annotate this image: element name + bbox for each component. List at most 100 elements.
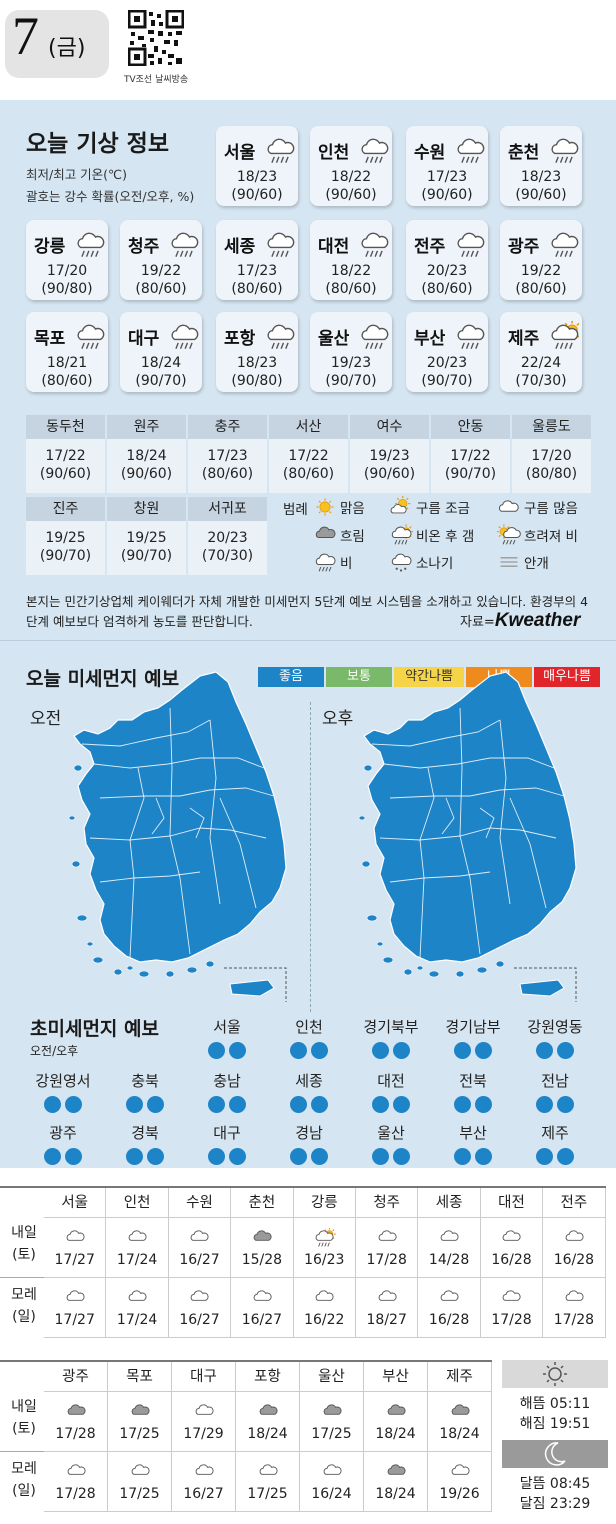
island: [86, 941, 94, 947]
city-temp: 18/23: [236, 169, 278, 185]
rain-icon-svg: [267, 138, 295, 163]
rain-icon: [549, 229, 579, 257]
moonset-time: 달짐 23:29: [519, 1496, 591, 1512]
cloudy-icon-svg: [378, 1290, 397, 1301]
island: [428, 970, 440, 978]
city-card: 대구 18/24 (90/70): [120, 312, 202, 392]
legend-item: 안개: [497, 551, 549, 573]
small-table-value: 19/25 (90/70): [26, 521, 107, 575]
ultrafine-level-dots: [114, 1096, 176, 1113]
small-table-city: 원주: [107, 415, 188, 439]
city-card: 대전 18/22 (80/60): [310, 220, 392, 300]
forecast-city: 수원: [168, 1188, 232, 1218]
small-table-value: 19/23 (90/60): [350, 439, 431, 493]
clear-after-rain-icon: [391, 524, 413, 545]
city-temp: 18/22: [330, 263, 372, 279]
ultrafine-subtitle: 오전/오후: [30, 1044, 79, 1058]
row-label-day: 내일: [11, 1225, 37, 1241]
forecast-cell: 18/24: [364, 1392, 428, 1452]
province-border: [441, 797, 455, 835]
city-card: 포항 18/23 (90/80): [216, 312, 298, 392]
city-card: 부산 20/23 (90/70): [406, 312, 488, 392]
ultrafine-level-dots: [196, 1096, 258, 1113]
province-border: [169, 707, 191, 955]
forecast-temp: 16/27: [179, 1312, 220, 1328]
forecast-temp: 16/27: [241, 1312, 283, 1328]
source-credit: 자료=Kweather: [460, 610, 580, 632]
island: [113, 968, 123, 976]
am-level-dot: [208, 1148, 225, 1165]
ultrafine-region: 대전: [360, 1072, 422, 1113]
overcast-icon: [384, 1462, 408, 1482]
rain-icon: [359, 229, 389, 257]
row-label-weekday: (토): [12, 1421, 36, 1437]
temp-note: 최저/최고 기온(℃): [26, 167, 127, 182]
small-table-prob: (70/30): [201, 548, 254, 564]
jeju-inset-frame: [514, 967, 577, 1002]
forecast-cell: 16/28: [418, 1278, 481, 1338]
city-name: 울산: [318, 329, 350, 349]
city-name: 전주: [414, 237, 446, 257]
cloudy-icon: [499, 1288, 523, 1308]
city-card: 서울 18/23 (90/60): [216, 126, 298, 206]
city-name: 인천: [318, 143, 350, 163]
forecast-temp: 17/28: [55, 1426, 96, 1442]
ultrafine-region-name: 충남: [213, 1072, 241, 1090]
legend-label: 비: [340, 556, 353, 572]
small-table-city: 창원: [107, 497, 188, 521]
am-level-dot: [208, 1096, 225, 1113]
ultrafine-region: 대구: [196, 1124, 258, 1165]
cloudy-icon-svg: [503, 1230, 522, 1241]
city-card: 청주 19/22 (80/60): [120, 220, 202, 300]
island: [138, 970, 150, 978]
moon-box: [502, 1440, 608, 1468]
partly-icon: [390, 496, 411, 514]
row-label-day: 모레: [11, 1461, 37, 1477]
pm-level-dot: [557, 1148, 574, 1165]
ultrafine-region: 제주: [524, 1124, 586, 1165]
province-border: [383, 757, 555, 769]
small-table-temp: 17/23: [207, 448, 248, 464]
am-level-dot: [44, 1096, 61, 1113]
island: [363, 764, 373, 772]
small-table-city: 여수: [350, 415, 431, 439]
island: [92, 956, 104, 964]
dust-scale-item: 약간나쁨: [394, 667, 464, 687]
forecast-cell: 17/28: [356, 1218, 419, 1278]
rain-icon: [265, 321, 295, 349]
small-table-header-row: 동두천 원주 충주 서산 여수 안동 울릉도: [26, 415, 593, 439]
rain-icon: [265, 229, 295, 257]
cloudy-icon-svg: [565, 1290, 584, 1301]
pm-level-dot: [147, 1148, 164, 1165]
province-border: [93, 757, 265, 769]
small-table-temp: 18/24: [126, 448, 167, 464]
city-name: 청주: [128, 237, 160, 257]
cloudy-icon: [562, 1288, 586, 1308]
city-prob: (80/60): [515, 281, 567, 297]
ultrafine-region-name: 경기남부: [445, 1018, 501, 1036]
mostly-icon: [499, 500, 519, 512]
cloudy-icon: [499, 1228, 523, 1248]
ultrafine-level-dots: [524, 1148, 586, 1165]
rain-icon-svg: [361, 232, 389, 257]
pm-level-dot: [393, 1042, 410, 1059]
forecast-cell: 17/24: [106, 1218, 169, 1278]
city-temp: 18/21: [46, 355, 88, 371]
ultrafine-region-name: 부산: [459, 1124, 487, 1142]
qr-caption: TV조선 날씨방송: [124, 75, 189, 85]
qr-code-icon[interactable]: [128, 10, 184, 66]
city-temp-prob: 19/22 (80/60): [120, 262, 202, 298]
forecast-temp: 17/28: [553, 1312, 595, 1328]
rain-then-clear-icon: [549, 321, 579, 349]
island: [68, 815, 76, 821]
legend-title: 범례: [283, 502, 308, 518]
city-temp-prob: 19/22 (80/60): [500, 262, 582, 298]
city-temp-prob: 18/23 (90/80): [216, 354, 298, 390]
city-temp: 22/24: [520, 355, 562, 371]
cloudy-icon: [375, 1228, 399, 1248]
city-temp-prob: 17/23 (90/60): [406, 168, 488, 204]
cloudy-icon-svg: [315, 1290, 334, 1301]
province-border: [89, 827, 267, 841]
city-temp-prob: 18/22 (90/60): [310, 168, 392, 204]
pm-level-dot: [475, 1148, 492, 1165]
